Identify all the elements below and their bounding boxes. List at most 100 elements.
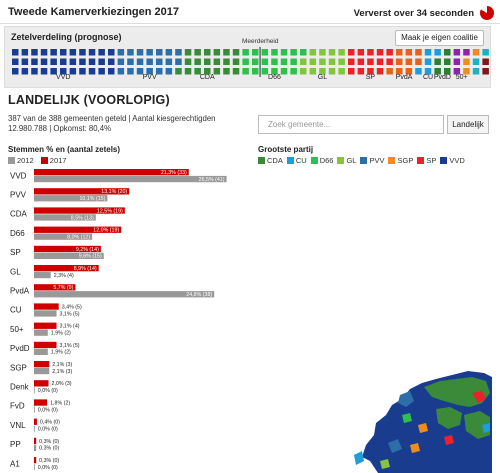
seat-sp bbox=[357, 58, 365, 65]
seat-label-vvd: VVD bbox=[56, 74, 71, 81]
category-label-cu: CU bbox=[10, 306, 22, 315]
bar-2012-fvd[interactable] bbox=[34, 406, 35, 413]
seat-cu bbox=[424, 49, 432, 56]
seat-vvd bbox=[108, 49, 115, 56]
seat-pvv bbox=[127, 68, 134, 75]
bar-2017-d66[interactable] bbox=[34, 226, 122, 233]
seat-sp bbox=[357, 68, 365, 75]
seat-d66 bbox=[300, 49, 307, 56]
seat-cda bbox=[232, 49, 240, 56]
map-region-cda-north bbox=[424, 377, 490, 407]
seat-pvv bbox=[146, 58, 153, 65]
category-label-pvv: PVV bbox=[10, 191, 27, 200]
bar-2012-vvd[interactable] bbox=[34, 175, 227, 183]
bar-2012-a1[interactable] bbox=[34, 463, 35, 471]
bar-2017-a1[interactable] bbox=[34, 457, 37, 464]
category-label-50+: 50+ bbox=[10, 325, 24, 334]
seat-vvd bbox=[79, 49, 86, 56]
bar-2017-pvv[interactable] bbox=[34, 188, 130, 195]
largest-party-legend-pvv: PVV bbox=[360, 156, 384, 165]
bar-label-2017-50+: 3,1% (4) bbox=[60, 324, 80, 330]
legend-swatch bbox=[388, 157, 396, 164]
bar-2012-sgp[interactable] bbox=[34, 367, 50, 375]
seat-vvd bbox=[60, 68, 67, 75]
category-label-denk: Denk bbox=[10, 383, 30, 392]
municipality-search-input[interactable] bbox=[258, 115, 444, 134]
seat-d66 bbox=[252, 49, 259, 56]
seat-cda bbox=[175, 68, 182, 75]
seat-50+ bbox=[453, 49, 461, 56]
bar-label-2012-vvd: 26,5% (41) bbox=[199, 177, 225, 183]
bar-2012-d66[interactable] bbox=[34, 233, 93, 240]
bar-2012-pvv[interactable] bbox=[34, 195, 108, 202]
bar-2017-gl[interactable] bbox=[34, 265, 99, 272]
bar-2017-sp[interactable] bbox=[34, 245, 101, 253]
legend-swatch bbox=[360, 157, 368, 164]
legend-swatch bbox=[417, 157, 425, 164]
seat-vvd bbox=[69, 49, 77, 56]
seat-label-pvda: PvdA bbox=[395, 74, 413, 81]
bar-2017-pp[interactable] bbox=[34, 437, 37, 445]
bar-2012-cu[interactable] bbox=[34, 310, 57, 317]
bar-label-2017-sp: 9,2% (14) bbox=[76, 247, 99, 253]
bar-label-2012-pvdd: 1,9% (2) bbox=[51, 350, 71, 356]
legend-swatch bbox=[258, 157, 265, 164]
bar-2017-pvdd[interactable] bbox=[34, 341, 57, 349]
bar-2012-vnl[interactable] bbox=[34, 425, 35, 432]
bar-label-2017-pvv: 13,1% (20) bbox=[101, 189, 127, 195]
bar-2017-cu[interactable] bbox=[34, 303, 59, 310]
seat-vvd bbox=[98, 49, 105, 56]
bar-label-2017-cu: 3,4% (5) bbox=[62, 304, 82, 310]
turnout-info: 12.980.788 | Opkomst: 80,4% bbox=[8, 124, 112, 133]
bar-2012-pvda[interactable] bbox=[34, 291, 215, 298]
bar-2017-fvd[interactable] bbox=[34, 399, 48, 406]
bar-2012-denk[interactable] bbox=[34, 387, 35, 394]
category-label-sp: SP bbox=[10, 248, 21, 257]
bar-2017-50+[interactable] bbox=[34, 322, 57, 329]
legend-label: GL bbox=[346, 156, 357, 165]
bar-2017-pvda[interactable] bbox=[34, 284, 76, 291]
bar-2012-pp[interactable] bbox=[34, 444, 37, 451]
bar-2017-vnl[interactable] bbox=[34, 418, 37, 425]
map-region-sgp-2 bbox=[410, 443, 420, 453]
bar-label-2012-a1: 0,0% (0) bbox=[38, 465, 58, 471]
bar-2012-50+[interactable] bbox=[34, 329, 48, 336]
bar-label-2012-fvd: 0,0% (0) bbox=[38, 407, 58, 413]
seat-vvd bbox=[50, 49, 57, 56]
seat-vvd bbox=[40, 49, 48, 56]
category-label-pvda: PvdA bbox=[10, 287, 30, 296]
bar-2012-cda[interactable] bbox=[34, 214, 96, 221]
seat-sp bbox=[348, 68, 355, 75]
seat-pvv bbox=[175, 58, 182, 65]
national-button[interactable]: Landelijk bbox=[447, 115, 489, 134]
seat-vvd bbox=[21, 49, 29, 56]
bar-2017-denk[interactable] bbox=[34, 380, 49, 387]
category-label-gl: GL bbox=[10, 267, 21, 276]
seat-cu bbox=[415, 68, 422, 75]
map-region-sgp bbox=[418, 423, 428, 433]
bar-2017-sgp[interactable] bbox=[34, 361, 50, 368]
largest-party-legend-gl: GL bbox=[337, 156, 356, 165]
seat-pvda bbox=[396, 68, 403, 75]
bar-2012-gl[interactable] bbox=[34, 271, 51, 279]
seat-d66 bbox=[271, 68, 278, 75]
seat-label-50+: 50+ bbox=[455, 74, 468, 81]
netherlands-map[interactable] bbox=[340, 365, 492, 473]
make-coalition-button[interactable]: Maak je eigen coalitie bbox=[395, 30, 484, 46]
seat-cda bbox=[232, 68, 240, 75]
votes-chart-title: Stemmen % en (aantal zetels) bbox=[8, 145, 121, 154]
legend-label-2012: 2012 bbox=[17, 156, 34, 165]
seat-pvda bbox=[386, 68, 393, 75]
legend-label-2017: 2017 bbox=[49, 156, 67, 165]
map-region-water bbox=[354, 451, 364, 465]
bar-2012-pvdd[interactable] bbox=[34, 348, 48, 355]
seat-pvv bbox=[165, 49, 173, 56]
bar-2017-cda[interactable] bbox=[34, 207, 125, 214]
bar-2017-vvd[interactable] bbox=[34, 169, 189, 176]
seat-cda bbox=[184, 68, 192, 75]
bar-label-2012-d66: 8,0% (12) bbox=[67, 235, 90, 241]
bar-2012-sp[interactable] bbox=[34, 252, 104, 259]
overview-heading: LANDELIJK (VOORLOPIG) bbox=[8, 93, 170, 107]
legend-label: CU bbox=[295, 156, 307, 165]
legend-swatch bbox=[286, 157, 294, 164]
